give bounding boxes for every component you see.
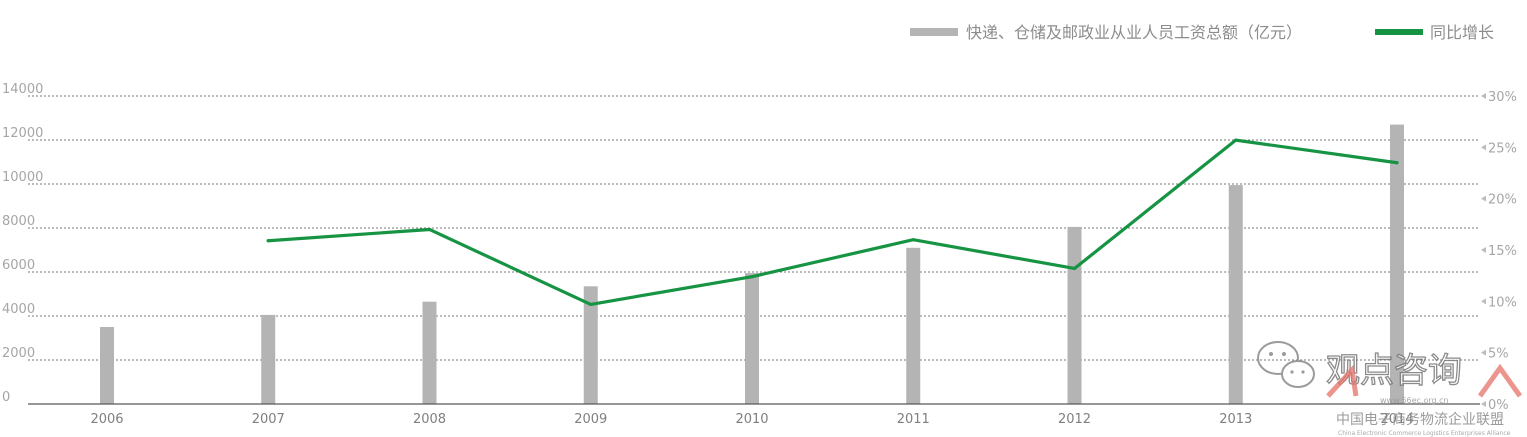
y-tick-marker-right — [1481, 144, 1486, 151]
watermark: 观点咨询 www.56ec.org.cn 中国电子商务物流企业联盟 China … — [1257, 341, 1523, 437]
watermark-url: www.56ec.org.cn — [1380, 396, 1449, 405]
x-tick-label: 2007 — [252, 412, 285, 427]
watermark-org-cn: 中国电子商务物流企业联盟 — [1336, 411, 1504, 428]
y-tick-marker-right — [1481, 401, 1486, 407]
bar-series — [100, 124, 1404, 404]
x-tick-label: 2013 — [1219, 412, 1252, 427]
x-tick-label: 2010 — [735, 412, 768, 427]
x-tick-label: 2014 — [1380, 412, 1413, 427]
x-tick-label: 2006 — [90, 412, 123, 427]
y-tick-marker-right — [1481, 195, 1486, 202]
x-tick-label: 2011 — [897, 412, 930, 427]
y-tick-label-right: 30% — [1488, 90, 1517, 105]
y-tick-label-left: 0 — [2, 390, 10, 405]
y-tick-label-right: 0% — [1488, 398, 1509, 413]
y-tick-label-right: 5% — [1488, 347, 1509, 362]
line-point — [427, 227, 432, 232]
y-tick-label-left: 12000 — [2, 126, 43, 141]
y-tick-label-left: 2000 — [2, 346, 35, 361]
bar — [1228, 185, 1243, 404]
y-tick-marker-right — [1481, 247, 1486, 253]
y-axis-right: 0% 5% 10% 15% 20% 25% 30% — [1481, 90, 1517, 413]
y-tick-label-right: 15% — [1488, 244, 1517, 259]
line-series — [266, 138, 1399, 307]
x-tick-label: 2009 — [574, 412, 607, 427]
bar — [100, 327, 114, 404]
line-point — [266, 239, 270, 243]
line-point — [911, 238, 915, 242]
legend-swatch-bar — [910, 28, 958, 36]
legend-label-bar: 快递、仓储及邮政业从业人员工资总额（亿元） — [966, 23, 1302, 42]
line-point — [1234, 138, 1238, 142]
y-tick-label-left: 14000 — [2, 82, 43, 97]
growth-line — [266, 138, 1399, 307]
bar — [1067, 226, 1082, 404]
y-tick-label-right: 20% — [1488, 193, 1517, 208]
y-tick-label-right: 10% — [1488, 295, 1517, 310]
wechat-icon — [1257, 341, 1315, 388]
bar — [261, 314, 276, 404]
line-point — [1395, 161, 1399, 165]
y-tick-label-right: 25% — [1488, 141, 1517, 156]
y-tick-marker-right — [1481, 349, 1486, 356]
x-axis: 2006 2007 2008 2009 2010 2011 2012 2013 2014 — [90, 412, 1413, 427]
logo-icon — [1326, 363, 1523, 398]
watermark-brand: 观点咨询 — [1326, 351, 1462, 391]
y-tick-marker-right — [1481, 93, 1486, 99]
line-point — [1072, 266, 1077, 271]
y-tick-label-left: 10000 — [2, 170, 43, 185]
x-tick-label: 2008 — [413, 412, 446, 427]
line-point — [750, 275, 754, 279]
bar — [906, 247, 921, 404]
y-tick-label-left: 6000 — [2, 258, 35, 273]
bar — [1390, 124, 1404, 404]
y-tick-label-left: 8000 — [2, 214, 35, 229]
line-point — [589, 302, 593, 307]
legend-swatch-line — [1375, 29, 1423, 35]
y-tick-label-left: 4000 — [2, 302, 35, 317]
x-tick-label: 2012 — [1058, 412, 1091, 427]
bar — [745, 273, 759, 404]
y-axis-left: 0 2000 4000 6000 8000 10000 12000 14000 — [2, 82, 43, 405]
y-tick-marker-right — [1481, 298, 1486, 305]
legend: 快递、仓储及邮政业从业人员工资总额（亿元） 同比增长 — [910, 23, 1494, 42]
watermark-org-en: China Electronic Commerce Logistics Ente… — [1338, 430, 1511, 437]
bar — [583, 286, 598, 404]
bar — [422, 301, 437, 404]
legend-label-line: 同比增长 — [1430, 23, 1494, 42]
